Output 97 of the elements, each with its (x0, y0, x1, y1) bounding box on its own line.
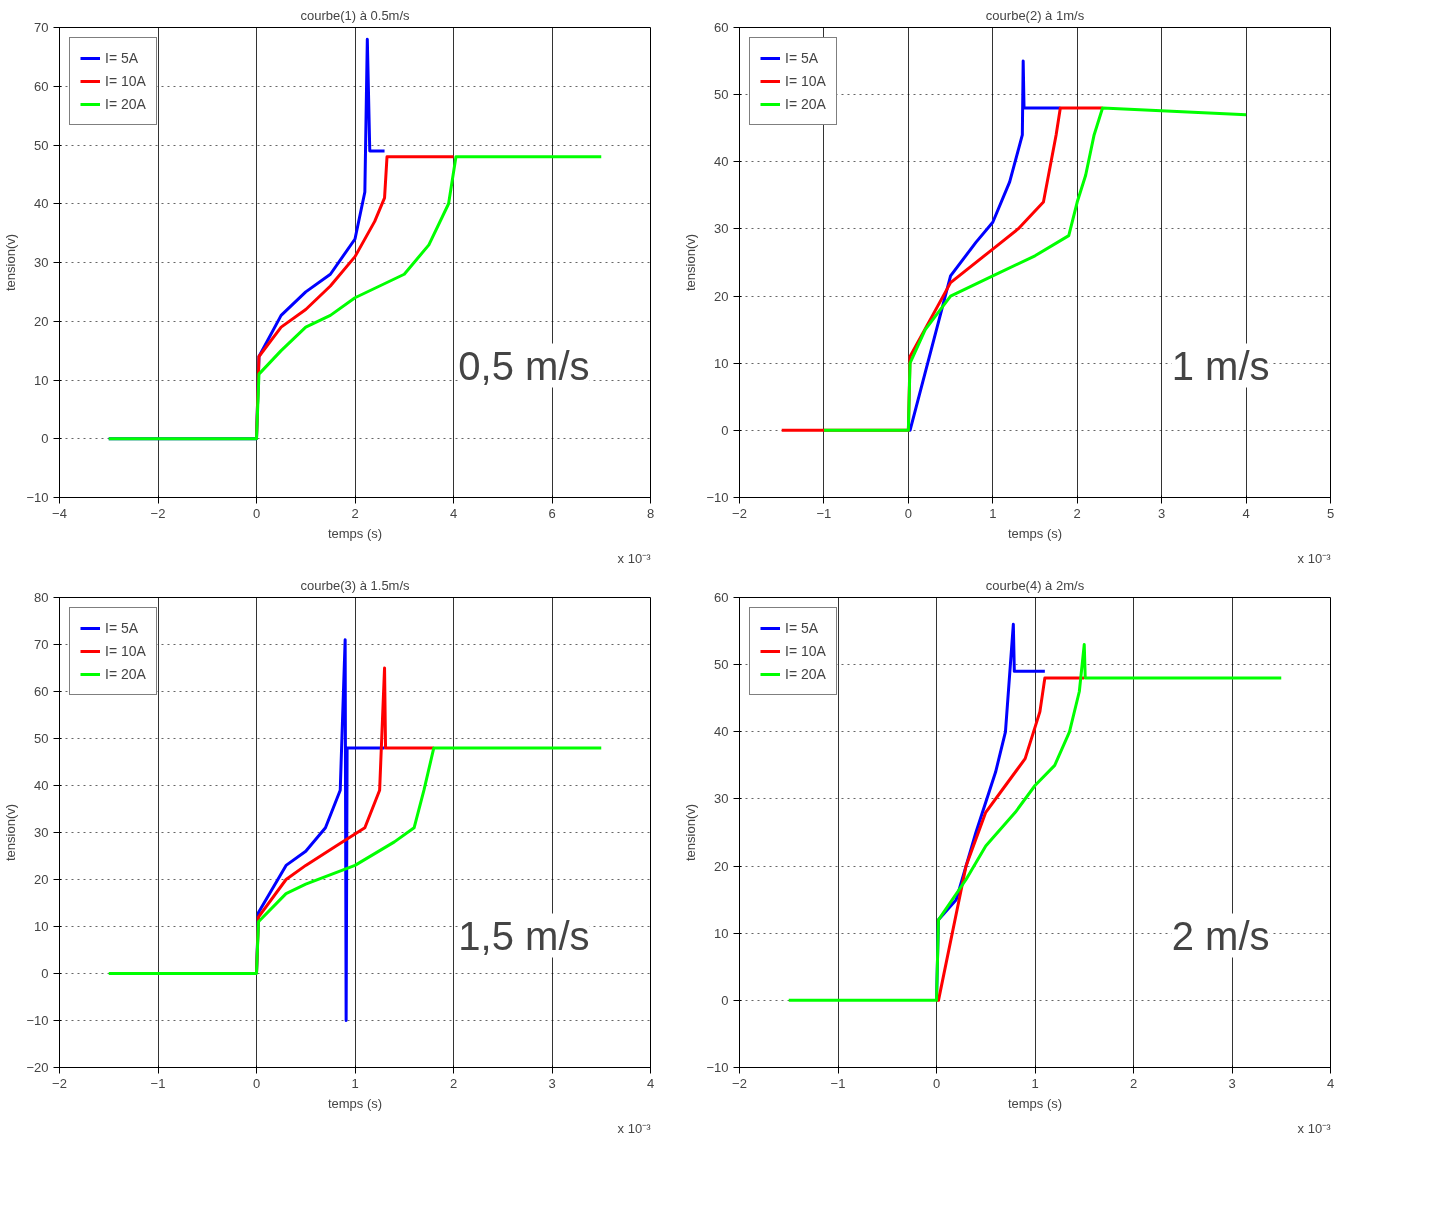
x-tick-label: −2 (150, 505, 166, 521)
y-tick-label: −10 (26, 1013, 49, 1028)
y-tick-label: 30 (34, 825, 49, 840)
x-axis-title: temps (s) (1007, 1095, 1063, 1111)
y-tick-label: 10 (714, 925, 729, 941)
y-tick-label: 30 (714, 791, 729, 807)
y-tick-label: 0 (41, 431, 49, 447)
text: x 10⁻³ (1297, 1120, 1332, 1136)
annotation: 2 m/s (1171, 913, 1270, 958)
x-tick-label: −4 (52, 505, 67, 521)
annotation: 1 m/s (1171, 343, 1270, 388)
x-tick-label: 1 (351, 1075, 359, 1091)
x-tick-label: 1 (989, 505, 997, 521)
chart-title: courbe(4) à 2m/s (985, 577, 1085, 593)
x-tick-label: 2 (1073, 505, 1081, 521)
legend-label: I= 5A (105, 50, 139, 66)
x-tick-label: 0 (932, 1075, 941, 1091)
y-tick-label: 50 (714, 657, 729, 673)
legend-label: I= 10A (105, 643, 146, 659)
y-tick-label: −10 (706, 1060, 729, 1075)
y-axis-title: tension(v) (3, 803, 19, 862)
legend-label: I= 10A (785, 643, 826, 659)
x-tick-label: −2 (732, 505, 747, 521)
x-tick-label: 6 (548, 505, 556, 521)
y-tick-label: 60 (34, 684, 49, 699)
chart-title: courbe(2) à 1m/s (985, 7, 1085, 23)
text: x 10⁻³ (617, 550, 652, 566)
x-tick-label: 3 (548, 1075, 556, 1091)
x-tick-label: 2 (1129, 1075, 1138, 1091)
x-tick-label: 5 (1326, 505, 1335, 521)
y-tick-label: 0 (41, 966, 49, 981)
x-tick-label: −1 (830, 1075, 846, 1091)
x-tick-label: 0 (252, 1075, 261, 1091)
x-tick-label: 2 (351, 505, 359, 521)
y-tick-label: 20 (34, 313, 49, 329)
x-tick-label: −1 (816, 505, 832, 521)
y-tick-label: 70 (34, 20, 49, 35)
x-tick-label: 4 (1326, 1075, 1335, 1091)
y-tick-label: 20 (714, 288, 729, 304)
y-tick-label: 20 (34, 872, 49, 887)
x-tick-label: 0 (252, 505, 261, 521)
y-tick-label: 50 (34, 731, 49, 746)
y-tick-label: 80 (34, 590, 49, 605)
y-tick-label: −20 (26, 1060, 49, 1075)
x-tick-label: −2 (732, 1075, 747, 1091)
y-tick-label: 30 (34, 255, 49, 270)
y-tick-label: 10 (34, 372, 49, 388)
y-tick-label: 40 (714, 724, 729, 740)
chart-title: courbe(1) à 0.5m/s (300, 7, 411, 23)
y-axis-title: tension(v) (683, 803, 699, 862)
y-tick-label: 50 (34, 137, 49, 153)
y-tick-label: −10 (706, 490, 729, 505)
x-tick-label: 4 (646, 1075, 655, 1091)
legend-label: I= 10A (785, 73, 826, 89)
legend-label: I= 20A (785, 666, 826, 682)
x-tick-label: 8 (646, 505, 655, 521)
y-tick-label: 60 (34, 78, 49, 94)
y-tick-label: 0 (721, 422, 729, 438)
y-tick-label: 40 (714, 154, 729, 170)
text: x 10⁻³ (617, 1120, 652, 1136)
y-tick-label: 10 (714, 355, 729, 371)
legend-label: I= 5A (785, 50, 819, 66)
annotation: 1,5 m/s (458, 913, 590, 958)
x-tick-label: 3 (1158, 505, 1166, 521)
y-tick-label: 10 (34, 919, 49, 934)
y-tick-label: 30 (714, 221, 729, 237)
x-axis-title: temps (s) (327, 1095, 383, 1111)
y-axis-title: tension(v) (3, 233, 19, 292)
y-tick-label: 50 (714, 87, 729, 103)
x-tick-label: 3 (1228, 1075, 1236, 1091)
y-tick-label: −10 (26, 490, 49, 505)
legend-label: I= 5A (785, 620, 819, 636)
x-tick-label: 2 (449, 1075, 458, 1091)
x-axis-title: temps (s) (327, 525, 383, 541)
y-tick-label: 40 (34, 778, 49, 793)
x-tick-label: 4 (449, 505, 458, 521)
chart-title: courbe(3) à 1.5m/s (300, 577, 411, 593)
legend-label: I= 5A (105, 620, 139, 636)
annotation: 0,5 m/s (458, 343, 590, 388)
legend-label: I= 20A (105, 96, 146, 112)
y-axis-title: tension(v) (683, 233, 699, 292)
x-tick-label: −1 (150, 1075, 166, 1091)
legend-label: I= 10A (105, 73, 146, 89)
y-tick-label: 60 (714, 20, 729, 35)
y-tick-label: 70 (34, 637, 49, 652)
x-tick-label: 1 (1031, 1075, 1039, 1091)
y-tick-label: 0 (721, 992, 729, 1008)
x-tick-label: 0 (904, 505, 912, 521)
y-tick-label: 60 (714, 590, 729, 605)
x-axis-title: temps (s) (1007, 525, 1063, 541)
y-tick-label: 20 (714, 858, 729, 874)
x-tick-label: −2 (52, 1075, 67, 1091)
legend-label: I= 20A (785, 96, 826, 112)
x-tick-label: 4 (1242, 505, 1250, 521)
y-tick-label: 40 (34, 196, 49, 212)
text: x 10⁻³ (1297, 550, 1332, 566)
legend-label: I= 20A (105, 666, 146, 682)
